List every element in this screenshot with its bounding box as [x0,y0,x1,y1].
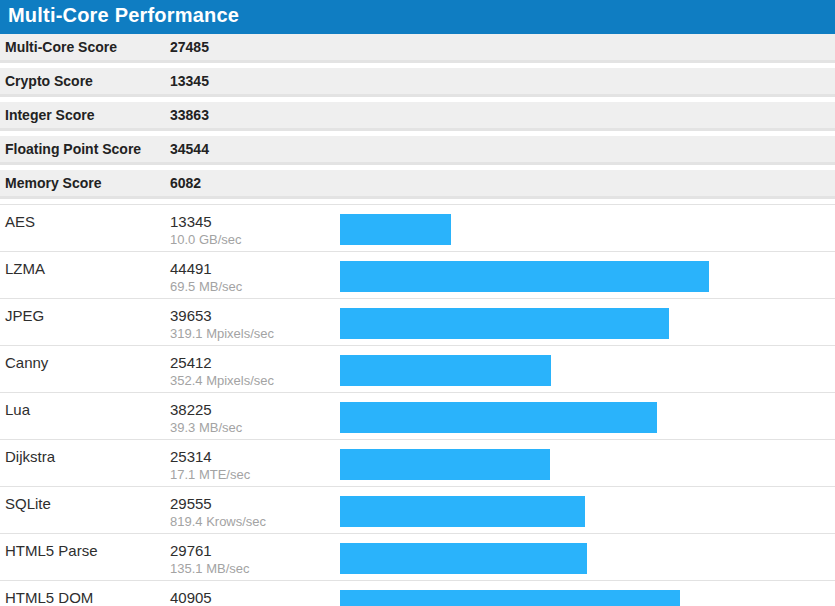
workload-rate: 319.1 Mpixels/sec [170,327,340,341]
workload-row: SQLite29555 819.4 Krows/sec [0,486,835,533]
section-header: Multi-Core Performance [0,0,835,34]
summary-label: Integer Score [0,107,170,123]
score-bar-cell [340,307,835,345]
workload-score: 38225 [170,401,340,418]
score-bar-cell [340,354,835,392]
score-bar [340,543,587,574]
score-bar-cell [340,495,835,533]
workload-score: 25314 [170,448,340,465]
score-bar-cell [340,589,835,606]
summary-score-table: Multi-Core Score27485 Crypto Score13345 In… [0,34,835,199]
summary-value: 33863 [170,107,209,123]
summary-label: Floating Point Score [0,141,170,157]
workload-name: SQLite [0,495,170,533]
score-bar [340,214,451,245]
score-bar-cell [340,448,835,486]
score-bar [340,449,550,480]
workload-rate: 17.1 MTE/sec [170,468,340,482]
workload-row: Canny25412 352.4 Mpixels/sec [0,345,835,392]
summary-value: 13345 [170,73,209,89]
workload-row: LZMA44491 69.5 MB/sec [0,251,835,298]
workload-table: AES1334510.0 GB/secLZMA4449169.5 MB/secJ… [0,204,835,606]
workload-score: 44491 [170,260,340,277]
workload-row: JPEG39653 319.1 Mpixels/sec [0,298,835,345]
workload-score-block: 39653 319.1 Mpixels/sec [170,307,340,345]
workload-score: 39653 [170,307,340,324]
summary-row: Integer Score33863 [0,102,835,131]
summary-row: Floating Point Score34544 [0,136,835,165]
summary-value: 27485 [170,39,209,55]
workload-name: Lua [0,401,170,439]
score-bar-cell [340,260,835,298]
summary-value: 6082 [170,175,201,191]
workload-rate: 352.4 Mpixels/sec [170,374,340,388]
workload-rate: 819.4 Krows/sec [170,515,340,529]
workload-name: HTML5 DOM [0,589,170,606]
workload-score-block: 44491 69.5 MB/sec [170,260,340,298]
workload-score-block: 13345 10.0 GB/sec [170,213,340,251]
score-bar [340,590,680,606]
workload-row: Dijkstra25314 17.1 MTE/sec [0,439,835,486]
workload-score-block: 25314 17.1 MTE/sec [170,448,340,486]
workload-score-block: 38225 39.3 MB/sec [170,401,340,439]
workload-name: LZMA [0,260,170,298]
workload-score-block: 29761 135.1 MB/sec [170,542,340,580]
workload-name: HTML5 Parse [0,542,170,580]
workload-name: Canny [0,354,170,392]
summary-label: Memory Score [0,175,170,191]
workload-rate: 135.1 MB/sec [170,562,340,576]
workload-name: AES [0,213,170,251]
workload-row: AES13345 10.0 GB/sec [0,204,835,251]
score-bar [340,308,669,339]
score-bar-cell [340,401,835,439]
score-bar [340,261,709,292]
workload-rate: 10.0 GB/sec [170,233,340,247]
workload-rate: 69.5 MB/sec [170,280,340,294]
workload-rate: 39.3 MB/sec [170,421,340,435]
score-bar [340,496,585,527]
workload-score: 29761 [170,542,340,559]
workload-name: Dijkstra [0,448,170,486]
benchmark-result-page: Multi-Core Performance Multi-Core Score2… [0,0,835,606]
workload-score: 13345 [170,213,340,230]
page-title: Multi-Core Performance [0,0,239,31]
summary-row: Crypto Score13345 [0,68,835,97]
workload-score: 25412 [170,354,340,371]
workload-score-block: 25412 352.4 Mpixels/sec [170,354,340,392]
workload-row: HTML5 Parse29761 135.1 MB/sec [0,533,835,580]
summary-label: Crypto Score [0,73,170,89]
workload-score-block: 40905 [170,589,340,606]
workload-score-block: 29555 819.4 Krows/sec [170,495,340,533]
summary-label: Multi-Core Score [0,39,170,55]
score-bar-cell [340,213,835,251]
score-bar [340,355,551,386]
workload-score: 29555 [170,495,340,512]
workload-name: JPEG [0,307,170,345]
summary-value: 34544 [170,141,209,157]
summary-row: Memory Score6082 [0,170,835,199]
workload-row: Lua38225 39.3 MB/sec [0,392,835,439]
score-bar [340,402,657,433]
workload-row: HTML5 DOM40905 [0,580,835,606]
score-bar-cell [340,542,835,580]
workload-score: 40905 [170,589,340,606]
summary-row: Multi-Core Score27485 [0,34,835,63]
